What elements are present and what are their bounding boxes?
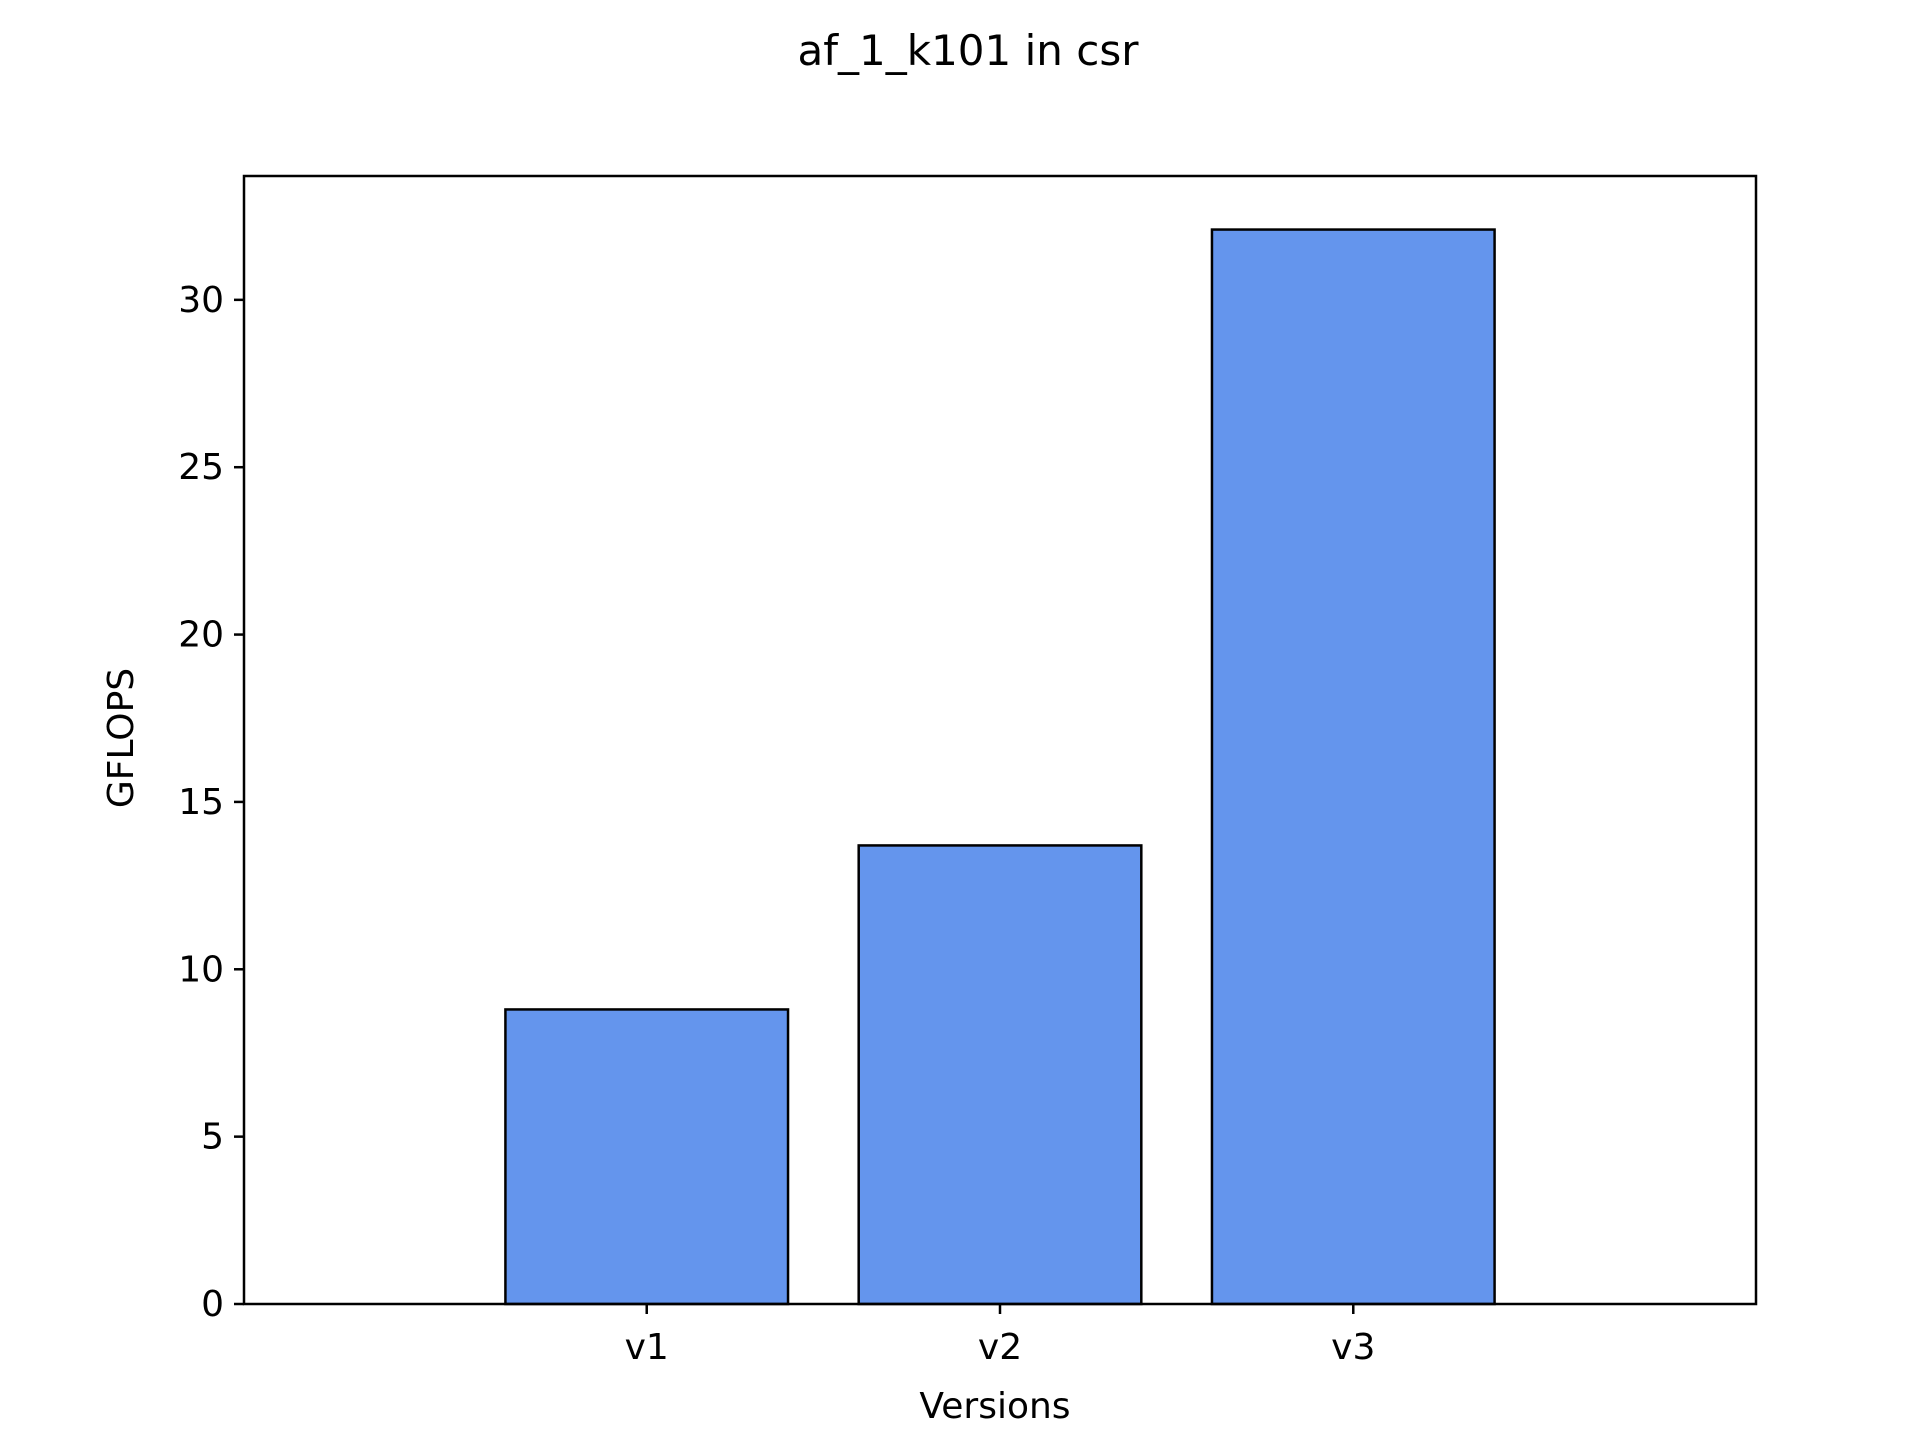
x-tick-label: v2 [978, 1327, 1022, 1368]
y-tick-label: 15 [178, 782, 224, 823]
y-tick-label: 20 [178, 615, 224, 656]
y-tick-label: 0 [201, 1284, 224, 1325]
plot-area [504, 228, 1496, 1306]
bar-v1 [504, 1008, 790, 1306]
y-tick-label: 5 [201, 1117, 224, 1158]
y-tick-label: 10 [178, 949, 224, 990]
bar-v3 [1210, 228, 1496, 1306]
x-tick-label: v3 [1331, 1327, 1375, 1368]
y-tick-label: 25 [178, 447, 224, 488]
x-axis-label: Versions [919, 1386, 1070, 1427]
x-tick-label: v1 [625, 1327, 669, 1368]
bar-v2 [857, 844, 1143, 1306]
y-axis: 0 5 10 15 20 25 30 [178, 280, 244, 1325]
y-tick-label: 30 [178, 280, 224, 321]
y-axis-label: GFLOPS [101, 668, 142, 808]
x-axis: v1 v2 v3 [625, 1304, 1375, 1368]
chart-title: af_1_k101 in csr [798, 26, 1140, 75]
